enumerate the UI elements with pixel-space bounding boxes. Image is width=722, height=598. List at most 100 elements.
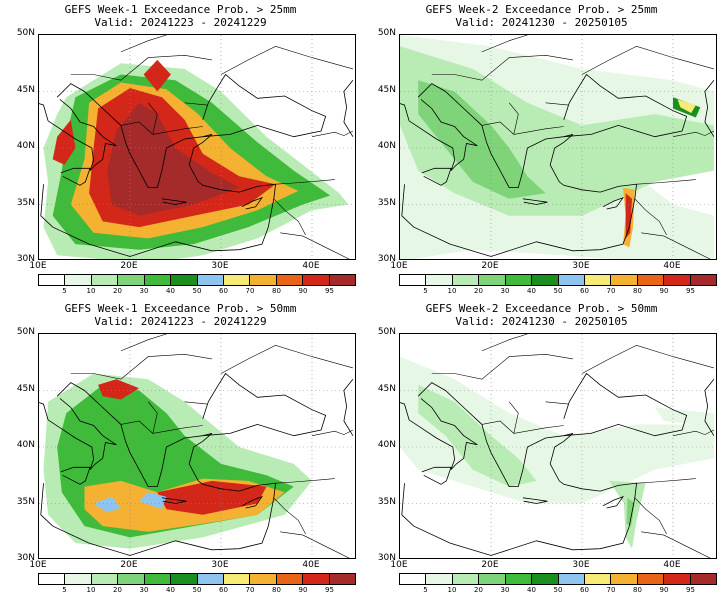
panel-title: GEFS Week-1 Exceedance Prob. > 50mm	[64, 302, 297, 315]
colorbar-label: 20	[474, 586, 483, 594]
country-border	[508, 102, 519, 135]
colorbar	[38, 573, 356, 585]
country-border	[275, 179, 335, 185]
panel-title: GEFS Week-2 Exceedance Prob. > 50mm	[425, 302, 658, 315]
country-border	[672, 429, 715, 436]
panel-title: GEFS Week-2 Exceedance Prob. > 25mm	[425, 3, 658, 16]
latitude-label: 45N	[16, 383, 35, 394]
colorbar-segment	[611, 275, 638, 285]
country-border	[311, 130, 354, 137]
colorbar-segment	[479, 275, 506, 285]
coastline	[343, 79, 354, 137]
latitude-label: 50N	[16, 28, 35, 38]
country-border	[641, 531, 711, 558]
colorbar-label: 30	[139, 287, 149, 295]
latitude-label: 35N	[16, 197, 35, 208]
country-border	[636, 179, 696, 185]
colorbar-label: 60	[219, 287, 228, 295]
colorbar-segment	[250, 275, 277, 285]
colorbar-segment	[65, 275, 92, 285]
coastline	[704, 79, 715, 137]
map-canvas	[400, 334, 716, 558]
longitude-label: 40E	[663, 560, 681, 570]
colorbar-label: 60	[580, 287, 589, 295]
country-border	[636, 478, 696, 484]
country-border	[280, 531, 350, 558]
colorbar-label: 95	[325, 586, 334, 594]
longitude-label: 10E	[29, 560, 47, 570]
probability-contour-5	[52, 119, 76, 165]
colorbar-label: 40	[166, 586, 175, 594]
colorbar-label: 95	[686, 287, 695, 295]
colorbar-segment	[118, 275, 145, 285]
colorbar-label: 80	[272, 287, 281, 295]
colorbar-label: 60	[219, 586, 228, 594]
colorbar-segment	[426, 275, 453, 285]
colorbar-label: 5	[423, 586, 428, 594]
probability-map	[399, 34, 717, 260]
colorbar-label: 10	[86, 287, 96, 295]
coastline	[704, 378, 715, 436]
coastline	[421, 167, 452, 186]
colorbar-label: 40	[527, 287, 536, 295]
colorbar-segment	[91, 574, 119, 584]
country-border	[431, 54, 573, 81]
colorbar-label: 20	[113, 586, 122, 594]
colorbar-segment	[144, 275, 172, 285]
colorbar-segment	[426, 574, 453, 584]
country-border	[508, 401, 519, 434]
coastline	[563, 372, 688, 437]
longitude-label: 20E	[481, 261, 499, 271]
probability-contour-3	[626, 497, 635, 527]
colorbar-label: 90	[298, 586, 308, 594]
colorbar-segment	[452, 574, 480, 584]
country-border	[120, 35, 167, 53]
colorbar-segment	[303, 574, 330, 584]
colorbar-segment	[532, 275, 559, 285]
panel-subtitle: Valid: 20241223 - 20241229	[94, 315, 267, 328]
longitude-label: 30E	[572, 261, 590, 271]
colorbar-segment	[584, 275, 612, 285]
colorbar-label: 95	[686, 586, 695, 594]
country-border	[634, 497, 667, 535]
longitude-label: 20E	[120, 560, 138, 570]
latitude-label: 40N	[16, 440, 35, 450]
coastline	[202, 73, 327, 138]
probability-map	[399, 333, 717, 559]
colorbar-segment	[690, 574, 717, 584]
latitude-label: 50N	[377, 28, 396, 38]
coastline	[202, 372, 327, 437]
country-border	[641, 232, 711, 259]
latitude-label: 35N	[377, 197, 396, 208]
colorbar-segment	[171, 574, 198, 584]
colorbar-segment	[223, 574, 251, 584]
probability-contour-6	[143, 59, 171, 92]
probability-map	[38, 34, 356, 260]
colorbar-segment	[479, 574, 506, 584]
colorbar-label: 90	[659, 586, 669, 594]
country-border	[634, 198, 667, 236]
longitude-label: 30E	[211, 261, 229, 271]
probability-contour-6	[677, 99, 696, 113]
coastline	[602, 196, 625, 210]
country-border	[581, 344, 714, 374]
panel-week2-50mm: GEFS Week-2 Exceedance Prob. > 50mm Vali…	[361, 299, 722, 598]
country-border	[431, 353, 573, 380]
coastline	[40, 83, 277, 257]
longitude-label: 40E	[302, 261, 320, 271]
colorbar-segment	[558, 275, 585, 285]
colorbar	[399, 573, 717, 585]
coastline	[421, 466, 452, 485]
country-border	[545, 102, 569, 106]
coastline	[60, 466, 91, 485]
colorbar-label: 30	[500, 586, 510, 594]
probability-contour-1	[418, 384, 537, 487]
colorbar-label: 50	[192, 287, 202, 295]
colorbar-segment	[452, 275, 480, 285]
colorbar-label: 40	[527, 586, 536, 594]
colorbar-segment	[250, 574, 277, 584]
coastline	[241, 196, 264, 210]
coastline	[522, 497, 548, 504]
coastline	[343, 378, 354, 436]
coastline	[161, 198, 187, 205]
